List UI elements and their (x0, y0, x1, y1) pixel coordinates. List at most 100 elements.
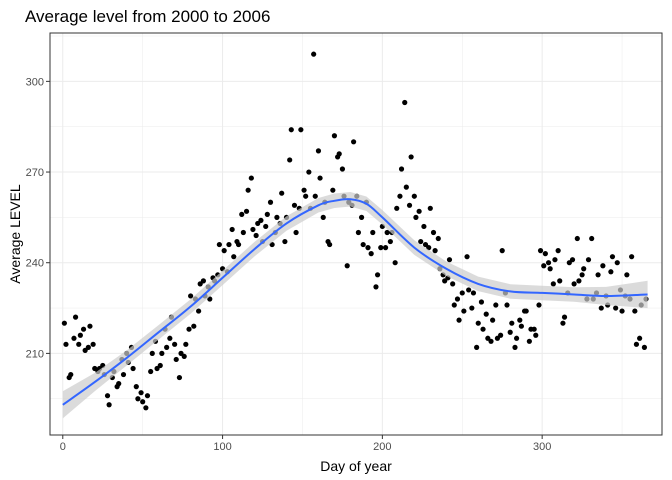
data-point (221, 248, 227, 254)
data-point (397, 193, 403, 199)
y-tick-label: 300 (26, 76, 44, 88)
data-point (315, 148, 322, 154)
data-point (402, 99, 408, 106)
data-point (403, 184, 409, 190)
data-point (560, 320, 566, 326)
data-point (63, 341, 69, 347)
data-point (378, 245, 384, 251)
data-point (370, 229, 376, 236)
data-point (312, 193, 318, 199)
data-point (148, 368, 154, 375)
data-point (311, 51, 317, 57)
data-point (303, 193, 309, 199)
data-point (531, 326, 537, 332)
data-point (464, 254, 470, 260)
data-point (469, 305, 475, 311)
data-point (411, 193, 417, 199)
data-point (274, 214, 280, 220)
data-point (327, 241, 333, 248)
y-tick-label: 270 (26, 167, 44, 179)
data-point (331, 133, 338, 139)
data-point (287, 157, 293, 163)
data-point (632, 308, 638, 314)
data-point (87, 323, 93, 329)
data-point (258, 217, 264, 223)
data-point (641, 344, 648, 350)
data-point (480, 326, 486, 332)
data-point (392, 260, 398, 266)
data-point (450, 281, 456, 287)
data-point (183, 341, 189, 347)
data-point (459, 290, 465, 296)
data-point (263, 223, 269, 230)
data-point (235, 241, 242, 248)
data-point (488, 338, 494, 344)
data-point (456, 317, 462, 323)
data-point (398, 166, 405, 172)
data-point (317, 175, 323, 181)
data-point (446, 257, 453, 263)
data-point (191, 323, 197, 329)
data-point (173, 356, 179, 363)
data-point (358, 214, 365, 220)
data-point (80, 326, 87, 332)
data-point (291, 202, 298, 208)
y-tick-label: 240 (26, 258, 44, 270)
y-tick-label: 210 (26, 348, 44, 360)
data-point (571, 281, 577, 287)
data-point (406, 202, 413, 208)
plot-panel (49, 32, 663, 436)
data-point (629, 254, 635, 260)
data-point (344, 263, 350, 269)
data-point (77, 332, 83, 338)
data-point (478, 299, 485, 305)
data-point (85, 344, 91, 350)
data-point (550, 281, 556, 287)
data-point (106, 402, 112, 408)
data-point (451, 302, 457, 308)
data-point (61, 320, 67, 326)
data-point (229, 226, 235, 233)
data-point (542, 251, 548, 257)
data-point (498, 332, 504, 338)
data-point (253, 232, 259, 239)
data-point (196, 308, 202, 314)
data-point (547, 266, 553, 272)
data-point (172, 341, 178, 347)
data-point (509, 320, 515, 326)
smooth-trend-line (62, 198, 648, 406)
data-point (188, 293, 194, 299)
data-point (250, 226, 256, 233)
data-point (149, 350, 155, 356)
data-point (555, 248, 561, 254)
data-point (71, 335, 77, 341)
data-point (374, 272, 381, 278)
data-point (288, 127, 294, 133)
data-point (526, 338, 532, 344)
data-point (240, 229, 246, 236)
data-point (475, 320, 481, 326)
data-point (461, 308, 467, 314)
data-point (413, 214, 419, 220)
data-point (301, 187, 307, 193)
data-point (576, 278, 582, 284)
data-point (226, 241, 232, 248)
data-point (624, 272, 630, 278)
data-point (76, 341, 82, 347)
data-point (432, 248, 438, 254)
confidence-band (62, 192, 648, 419)
data-point (518, 323, 524, 329)
data-point (245, 187, 251, 193)
data-point (159, 350, 165, 356)
data-point (536, 302, 542, 308)
data-point (181, 353, 187, 360)
data-point (421, 223, 427, 230)
data-point (499, 248, 505, 254)
data-point (186, 326, 192, 332)
data-point (609, 254, 616, 260)
data-point (513, 335, 520, 341)
data-point (619, 308, 625, 314)
data-point (585, 257, 592, 263)
data-point (68, 371, 74, 378)
